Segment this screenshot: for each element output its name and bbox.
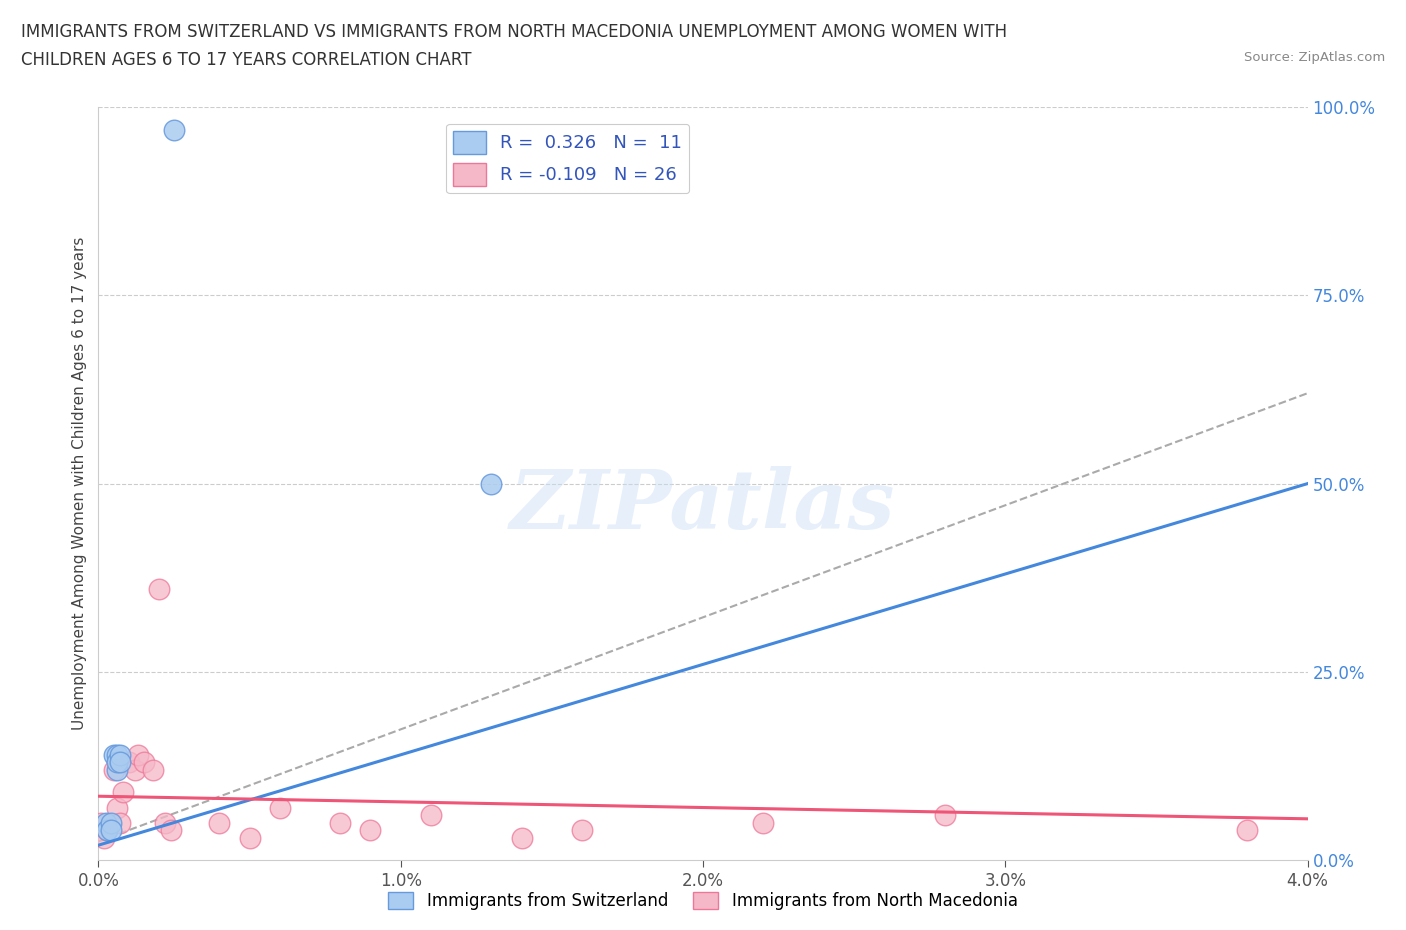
Point [160, 823, 183, 838]
Point [1236, 823, 1258, 838]
Text: Source: ZipAtlas.com: Source: ZipAtlas.com [1244, 51, 1385, 64]
Text: CHILDREN AGES 6 TO 17 YEARS CORRELATION CHART: CHILDREN AGES 6 TO 17 YEARS CORRELATION … [21, 51, 471, 69]
Point [752, 815, 775, 830]
Point [96, 823, 118, 838]
Point [934, 807, 956, 822]
Point [105, 763, 128, 777]
Point [90, 815, 112, 830]
Point [153, 815, 176, 830]
Point [163, 122, 186, 137]
Point [100, 823, 122, 838]
Legend: R =  0.326   N =  11, R = -0.109   N = 26: R = 0.326 N = 11, R = -0.109 N = 26 [446, 124, 689, 193]
Point [132, 755, 155, 770]
Point [420, 807, 443, 822]
Point [103, 748, 125, 763]
Point [93, 830, 115, 845]
Point [142, 763, 165, 777]
Legend: Immigrants from Switzerland, Immigrants from North Macedonia: Immigrants from Switzerland, Immigrants … [382, 885, 1024, 917]
Point [111, 785, 134, 800]
Point [103, 763, 125, 777]
Point [105, 748, 128, 763]
Point [105, 755, 128, 770]
Point [105, 800, 128, 815]
Point [108, 755, 131, 770]
Point [360, 823, 382, 838]
Point [124, 763, 146, 777]
Text: IMMIGRANTS FROM SWITZERLAND VS IMMIGRANTS FROM NORTH MACEDONIA UNEMPLOYMENT AMON: IMMIGRANTS FROM SWITZERLAND VS IMMIGRANT… [21, 23, 1007, 41]
Point [94, 815, 117, 830]
Point [148, 581, 170, 596]
Point [108, 748, 131, 763]
Y-axis label: Unemployment Among Women with Children Ages 6 to 17 years: Unemployment Among Women with Children A… [72, 237, 87, 730]
Point [510, 830, 533, 845]
Point [100, 815, 122, 830]
Point [239, 830, 262, 845]
Point [329, 815, 352, 830]
Point [108, 815, 131, 830]
Text: ZIPatlas: ZIPatlas [510, 466, 896, 546]
Point [269, 800, 291, 815]
Point [208, 815, 231, 830]
Point [118, 755, 141, 770]
Point [481, 476, 503, 491]
Point [571, 823, 593, 838]
Point [127, 748, 149, 763]
Point [96, 823, 118, 838]
